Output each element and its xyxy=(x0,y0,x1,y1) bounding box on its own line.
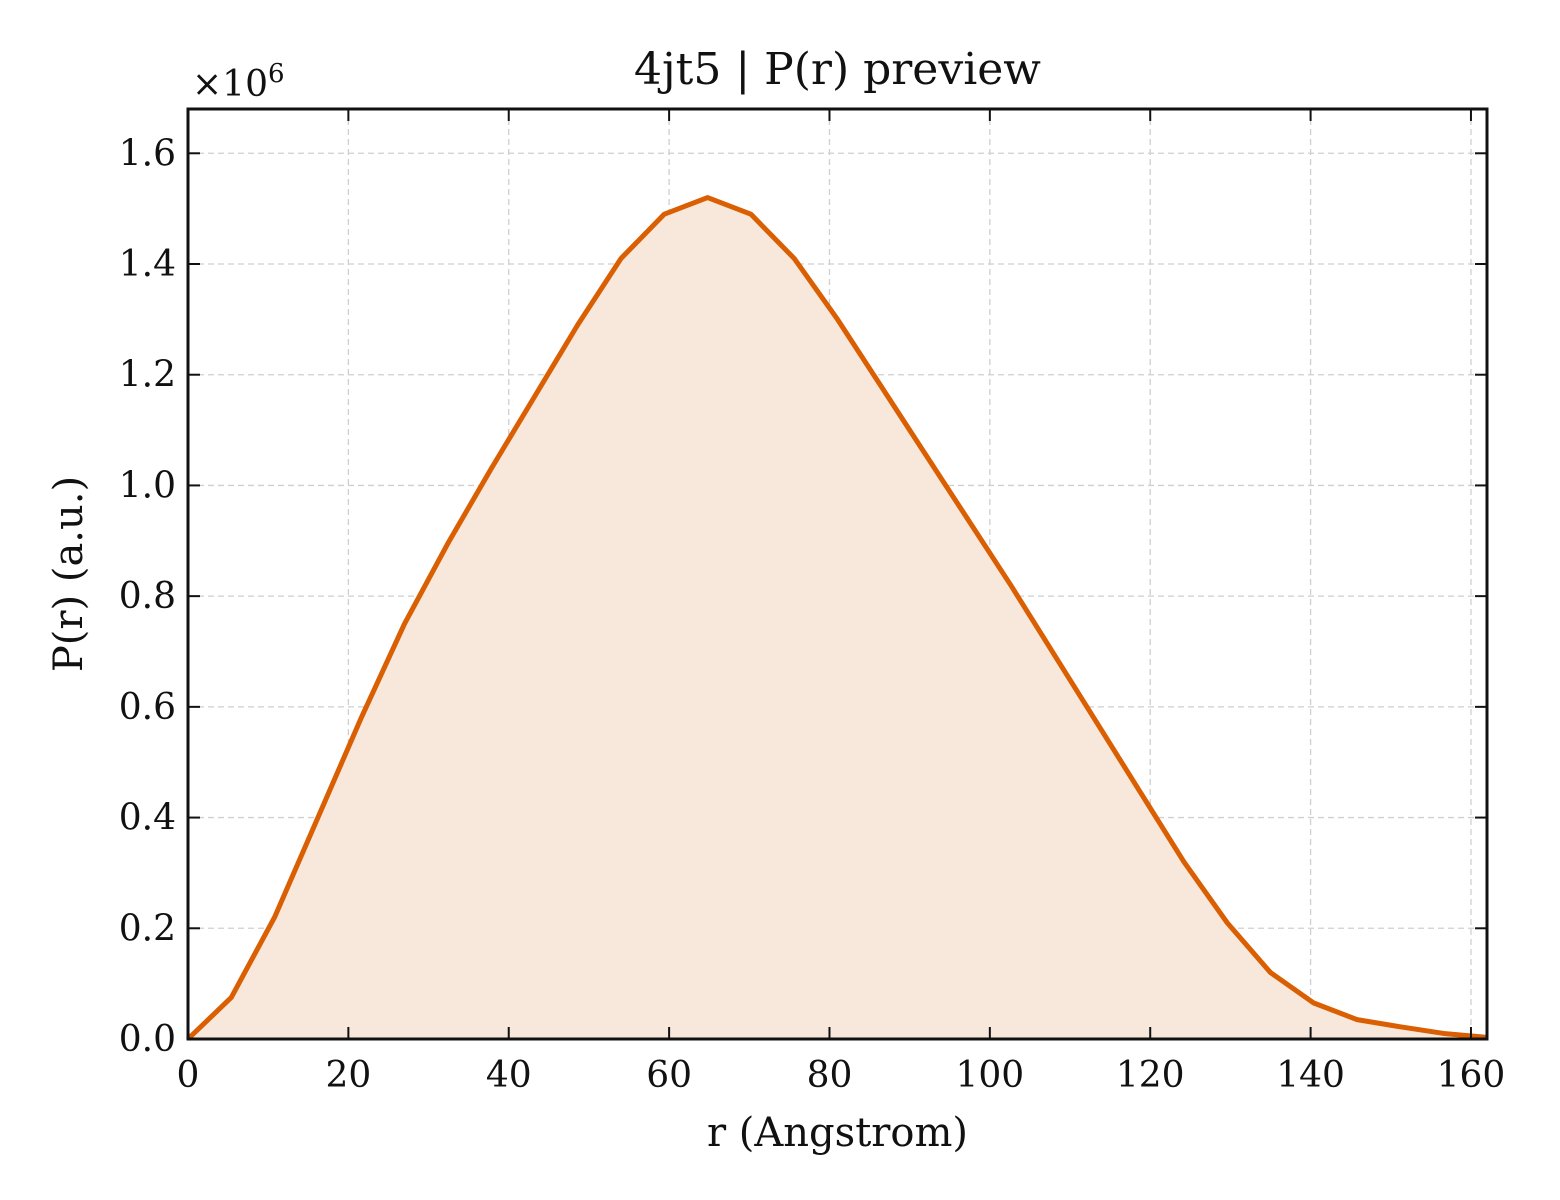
series-line xyxy=(186,195,1488,1041)
y-tick-label: 1.2 xyxy=(119,355,176,396)
y-tick-label: 0.4 xyxy=(119,798,176,839)
x-tick-label: 160 xyxy=(1437,1055,1506,1096)
y-axis-multiplier-base: ×10 xyxy=(192,64,268,105)
x-tick-label: 60 xyxy=(646,1055,692,1096)
y-tick-label: 1.0 xyxy=(119,465,176,506)
y-axis-multiplier-exponent: 6 xyxy=(268,59,285,89)
x-tick-label: 0 xyxy=(177,1055,200,1096)
x-tick-label: 100 xyxy=(955,1055,1024,1096)
y-tick-label: 1.6 xyxy=(119,133,176,174)
x-tick-label: 140 xyxy=(1276,1055,1345,1096)
y-tick-label: 0.0 xyxy=(119,1019,176,1060)
ticks xyxy=(187,109,1487,1040)
y-axis-multiplier: ×106 xyxy=(192,59,285,105)
x-tick-label: 40 xyxy=(486,1055,532,1096)
x-tick-label: 20 xyxy=(325,1055,371,1096)
y-tick-label: 0.8 xyxy=(119,576,176,617)
chart-title: 4jt5 | P(r) preview xyxy=(634,44,1041,95)
y-tick-label: 0.6 xyxy=(119,687,176,728)
x-tick-label: 120 xyxy=(1116,1055,1185,1096)
plot-frame xyxy=(186,107,1489,1041)
y-tick-label: 1.4 xyxy=(119,244,176,285)
y-tick-labels: 0.0 0.2 0.4 0.6 0.8 1.0 1.2 1.4 1.6 xyxy=(119,133,176,1060)
x-tick-labels: 0 20 40 60 80 100 120 140 160 xyxy=(177,1055,1506,1096)
x-axis-label: r (Angstrom) xyxy=(707,1110,968,1156)
x-tick-label: 80 xyxy=(807,1055,853,1096)
y-tick-label: 0.2 xyxy=(119,908,176,949)
y-axis-label: P(r) (a.u.) xyxy=(46,476,92,672)
